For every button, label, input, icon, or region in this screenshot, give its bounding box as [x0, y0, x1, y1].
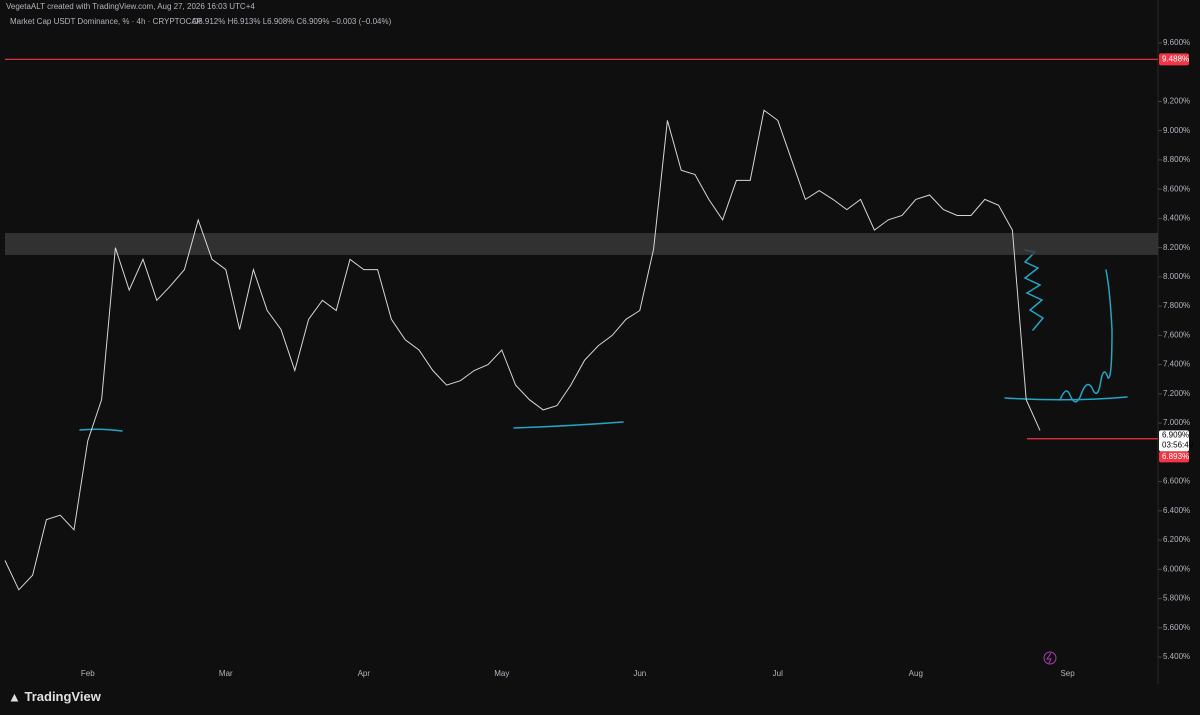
y-tick-label: 7.600% [1163, 330, 1190, 339]
x-tick-label: Feb [81, 669, 95, 678]
y-tick-label: 6.400% [1163, 506, 1190, 515]
symbol: Market Cap USDT Dominance, % · 4h · CRYP… [10, 17, 202, 26]
y-tick-label: 9.600% [1163, 38, 1190, 47]
y-tick-label: 5.600% [1163, 623, 1190, 632]
x-tick-label: Mar [219, 669, 233, 678]
brand: ▲ TradingView [8, 689, 102, 704]
x-tick-label: Apr [358, 669, 371, 678]
y-tick-label: 5.800% [1163, 594, 1190, 603]
last-price-tag [1159, 430, 1189, 452]
drawing-path [1059, 269, 1113, 403]
x-tick-label: May [494, 669, 509, 678]
y-tick-label: 9.000% [1163, 126, 1190, 135]
y-tick-label: 8.600% [1163, 184, 1190, 193]
y-tick-label: 6.600% [1163, 477, 1190, 486]
last-price-label: 6.909% [1162, 431, 1189, 440]
y-tick-label: 7.200% [1163, 389, 1190, 398]
y-tick-label: 6.200% [1163, 535, 1190, 544]
y-tick-label: 9.200% [1163, 97, 1190, 106]
y-tick-label: 6.000% [1163, 564, 1190, 573]
support-label: 6.893% [1162, 452, 1189, 461]
y-tick-label: 8.200% [1163, 243, 1190, 252]
zone [5, 233, 1158, 255]
y-tick-label: 7.400% [1163, 360, 1190, 369]
y-tick-label: 8.400% [1163, 214, 1190, 223]
brand-name: TradingView [24, 689, 101, 704]
y-tick-label: 7.800% [1163, 301, 1190, 310]
resistance-label: 9.488% [1162, 54, 1189, 63]
drawing-line [79, 428, 123, 432]
credit: VegetaALT created with TradingView.com, … [6, 2, 255, 11]
price-line [4, 109, 1041, 591]
y-tick-label: 5.400% [1163, 652, 1190, 661]
drawings [79, 249, 1128, 432]
ohlc: O6.912% H6.913% L6.908% C6.909% −0.003 (… [192, 17, 392, 26]
drawing-line [513, 421, 624, 429]
resistance-tag [1159, 53, 1189, 66]
x-tick-label: Jun [633, 669, 646, 678]
countdown: 03:56:49 [1162, 441, 1194, 450]
x-tick-label: Aug [909, 669, 923, 678]
x-tick-label: Jul [773, 669, 783, 678]
y-tick-label: 7.000% [1163, 418, 1190, 427]
x-tick-label: Sep [1060, 669, 1075, 678]
support-tag [1159, 451, 1189, 463]
y-tick-label: 8.800% [1163, 155, 1190, 164]
drawing-line [1004, 396, 1128, 401]
y-tick-label: 8.000% [1163, 272, 1190, 281]
alert-icon [1043, 651, 1057, 665]
drawing-zigzag [1023, 249, 1045, 331]
